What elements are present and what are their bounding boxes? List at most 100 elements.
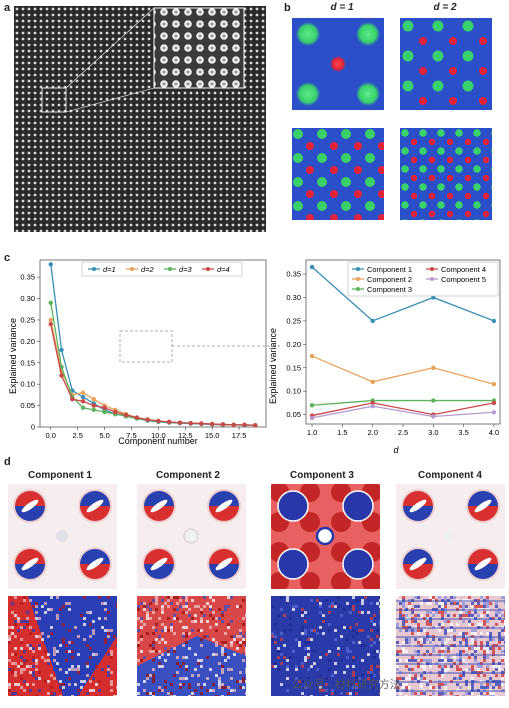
green-site (365, 129, 375, 139)
red-site (449, 67, 457, 75)
data-point (309, 415, 315, 421)
red-site (306, 214, 314, 220)
green-site (419, 129, 427, 137)
red-site (464, 156, 472, 164)
series-line-Component 3 (312, 399, 494, 406)
x-tick-label: 12.5 (178, 431, 193, 440)
green-site (293, 153, 303, 163)
legend-box (347, 261, 499, 297)
green-site (462, 20, 474, 32)
y-tick-label: 0.30 (20, 294, 35, 303)
red-site (428, 174, 436, 182)
red-site (482, 138, 490, 146)
red-site (306, 190, 314, 198)
red-site (419, 37, 427, 45)
data-point (48, 317, 53, 323)
component-4-loading-image (396, 484, 505, 589)
data-point (80, 399, 86, 404)
data-point (80, 405, 86, 410)
green-site (365, 201, 375, 211)
data-point (309, 353, 315, 359)
data-point (231, 422, 236, 428)
legend-marker (356, 267, 360, 271)
green-site (401, 201, 409, 209)
y-tick-label: 0.10 (20, 380, 35, 389)
data-point (166, 419, 172, 425)
green-site (401, 183, 409, 191)
legend-entry: Component 3 (367, 285, 412, 294)
red-site (446, 192, 454, 200)
green-site (365, 177, 375, 187)
x-tick-label: 10.0 (151, 431, 166, 440)
data-point (491, 400, 497, 406)
blue-site (342, 490, 374, 522)
green-site (341, 201, 351, 211)
title-d1: d = 1 (330, 2, 354, 13)
green-site (419, 183, 427, 191)
legend-entry: Component 5 (441, 275, 486, 284)
red-site (330, 166, 338, 174)
data-point (431, 398, 436, 403)
legend-marker (356, 287, 360, 291)
data-point (370, 400, 375, 406)
red-site (410, 174, 418, 182)
x-tick-label: 2.5 (72, 431, 82, 440)
red-site (446, 174, 454, 182)
data-point (48, 262, 53, 267)
red-site (482, 210, 490, 218)
x-axis-label: Component number (118, 436, 198, 446)
explained-variance-chart: 0.0 2.5 5.0 7.5 10.0 12.5 15.0 17.5 0 0.05 0.10 0.1… (8, 259, 267, 446)
red-site (464, 174, 472, 182)
data-point (431, 414, 436, 419)
y-tick-label: 0.10 (286, 387, 301, 396)
data-point (48, 322, 53, 327)
pattern-map-d1-top (292, 18, 384, 110)
component-2-score-map (137, 596, 246, 696)
data-point (102, 409, 107, 415)
green-site (341, 129, 351, 139)
green-site (419, 147, 427, 155)
green-site (473, 129, 481, 137)
red-site (378, 142, 384, 150)
green-site (473, 201, 481, 209)
red-site (410, 192, 418, 200)
blue-site (342, 548, 374, 580)
component-3-title: Component 3 (290, 470, 354, 481)
component-variance-chart: 1.0 1.5 2.0 2.5 3.0 3.5 4.0 0.05 0.10 0.15 0.20 0.2… (268, 259, 501, 455)
inset-source-box (41, 87, 67, 113)
data-point (242, 422, 247, 428)
legend-marker (430, 267, 434, 271)
red-site (354, 214, 362, 220)
component-3-loading-image (271, 484, 380, 589)
data-point (491, 318, 497, 324)
y-tick-label: 0.35 (286, 270, 301, 279)
green-site (491, 130, 492, 136)
data-point (91, 396, 97, 402)
title-d2: d = 2 (433, 2, 457, 13)
red-site (410, 156, 418, 164)
series-line-Component 5 (311, 405, 494, 419)
green-site (491, 202, 492, 208)
green-site (402, 50, 414, 62)
red-site (330, 214, 338, 220)
green-site (437, 201, 445, 209)
red-site (464, 210, 472, 218)
x-tick-label: 17.5 (232, 431, 247, 440)
data-point (199, 421, 204, 426)
y-axis-label: Explained variance (8, 318, 18, 394)
green-site (455, 183, 463, 191)
blue-site (277, 490, 309, 522)
green-site (455, 129, 463, 137)
red-site (482, 156, 490, 164)
data-point (370, 318, 375, 324)
data-point (156, 418, 161, 424)
data-point (59, 373, 64, 378)
green-site (455, 147, 463, 155)
data-point (220, 422, 226, 427)
red-site (306, 142, 314, 150)
legend-marker (130, 267, 134, 271)
x-tick-label: 4.0 (489, 428, 499, 437)
stem-inset-zoom (153, 7, 245, 89)
panel-label-c: c (4, 252, 11, 264)
